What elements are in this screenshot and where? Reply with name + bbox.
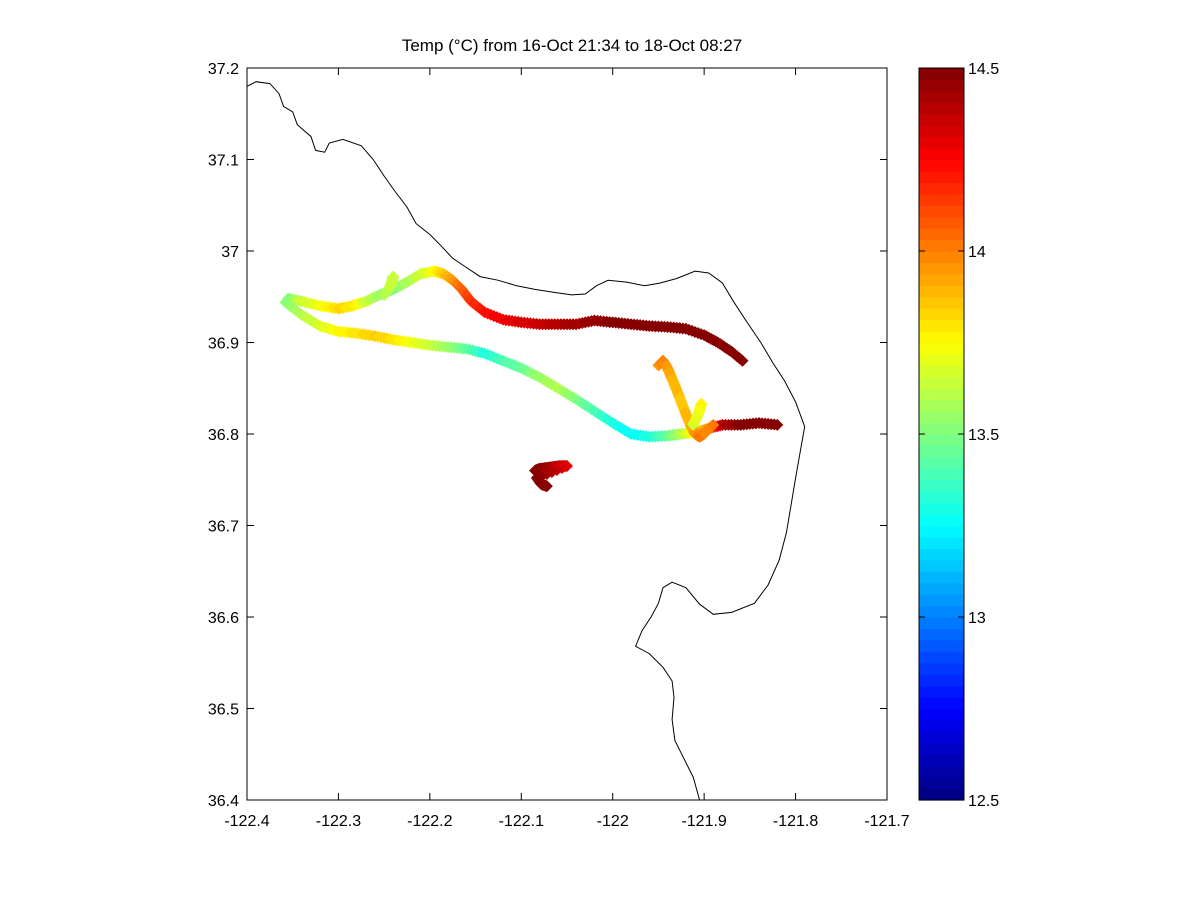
colorbar-band — [919, 205, 964, 218]
colorbar-band — [919, 125, 964, 138]
colorbar-band — [919, 765, 964, 778]
y-tick-label: 36.8 — [208, 427, 239, 444]
x-tick-label: -121.8 — [773, 813, 818, 830]
colorbar-band — [919, 182, 964, 195]
colorbar-band — [919, 434, 964, 447]
colorbar-band — [919, 719, 964, 732]
colorbar-tick-label: 13 — [968, 610, 986, 627]
colorbar-band — [919, 697, 964, 710]
colorbar-band — [919, 79, 964, 92]
colorbar-band — [919, 228, 964, 241]
x-tick-label: -121.9 — [681, 813, 726, 830]
y-tick-label: 36.6 — [208, 610, 239, 627]
colorbar-band — [919, 788, 964, 801]
colorbar-band — [919, 102, 964, 115]
x-tick-label: -122.2 — [407, 813, 452, 830]
colorbar-band — [919, 376, 964, 389]
x-tick-label: -122.4 — [224, 813, 269, 830]
colorbar-band — [919, 651, 964, 664]
colorbar-band — [919, 514, 964, 527]
coastline — [246, 81, 806, 801]
colorbar-band — [919, 319, 964, 332]
colorbar-band — [919, 468, 964, 481]
colorbar-band — [919, 411, 964, 424]
colorbar-band — [919, 216, 964, 229]
colorbar-tick-label: 12.5 — [968, 793, 999, 810]
colorbar-band — [919, 594, 964, 607]
colorbar-band — [919, 353, 964, 366]
y-tick-label: 36.9 — [208, 336, 239, 353]
chart-title: Temp (°C) from 16-Oct 21:34 to 18-Oct 08… — [402, 36, 742, 55]
y-tick-label: 36.5 — [208, 702, 239, 719]
colorbar-tick-label: 13.5 — [968, 427, 999, 444]
colorbar-band — [919, 559, 964, 572]
x-tick-label: -122 — [597, 813, 629, 830]
colorbar-band — [919, 262, 964, 275]
y-tick-label: 36.4 — [208, 793, 239, 810]
plot-area: -122.4 -122.3 -122.2 -122.1 -122 -121.9 -121.8… — [208, 61, 999, 830]
colorbar-band — [919, 479, 964, 492]
colorbar-band — [919, 742, 964, 755]
plot-background — [247, 68, 887, 800]
track-point-monterey-spur — [695, 397, 708, 410]
track-point-outer-loop-south — [771, 418, 784, 431]
colorbar-band — [919, 399, 964, 412]
colorbar-band — [919, 536, 964, 549]
y-tick-label: 37.1 — [208, 153, 239, 170]
colorbar-band — [919, 331, 964, 344]
colorbar-band — [919, 170, 964, 183]
colorbar-band — [919, 571, 964, 584]
colorbar-band — [919, 308, 964, 321]
colorbar-band — [919, 148, 964, 161]
colorbar-band — [919, 674, 964, 687]
colorbar-band — [919, 777, 964, 790]
colorbar-band — [919, 491, 964, 504]
colorbar-band — [919, 296, 964, 309]
y-tick-label: 37.2 — [208, 61, 239, 78]
colorbar-tick-label: 14.5 — [968, 61, 999, 78]
colorbar-band — [919, 285, 964, 298]
colorbar-band — [919, 456, 964, 469]
y-tick-label: 36.7 — [208, 519, 239, 536]
colorbar-band — [919, 708, 964, 721]
colorbar-band — [919, 754, 964, 767]
colorbar-band — [919, 273, 964, 286]
track-point-outer-loop-north — [736, 354, 749, 367]
colorbar-band — [919, 628, 964, 641]
colorbar-band — [919, 365, 964, 378]
x-tick-label: -121.7 — [864, 813, 909, 830]
colorbar-band — [919, 548, 964, 561]
colorbar-band — [919, 685, 964, 698]
colorbar-band — [919, 605, 964, 618]
colorbar-band — [919, 502, 964, 515]
colorbar-band — [919, 68, 964, 81]
colorbar-tick-label: 14 — [968, 244, 986, 261]
colorbar-band — [919, 617, 964, 630]
colorbar-band — [919, 662, 964, 675]
colorbar-band — [919, 193, 964, 206]
colorbar-band — [919, 388, 964, 401]
colorbar-band — [919, 445, 964, 458]
colorbar-band — [919, 422, 964, 435]
colorbar-band — [919, 239, 964, 252]
colorbar-band — [919, 582, 964, 595]
colorbar-band — [919, 113, 964, 126]
colorbar-band — [919, 525, 964, 538]
colorbar-band — [919, 90, 964, 103]
x-tick-label: -122.3 — [316, 813, 361, 830]
y-tick-label: 37 — [221, 244, 239, 261]
colorbar-band — [919, 251, 964, 264]
track-point-spur-north — [387, 270, 400, 283]
colorbar-band — [919, 342, 964, 355]
colorbar-band — [919, 159, 964, 172]
colorbar-band — [919, 639, 964, 652]
track-point-monterey-curl — [707, 418, 720, 431]
track-point-offshore-hook — [540, 480, 553, 493]
colorbar-band — [919, 731, 964, 744]
x-tick-label: -122.1 — [499, 813, 544, 830]
colorbar-band — [919, 136, 964, 149]
